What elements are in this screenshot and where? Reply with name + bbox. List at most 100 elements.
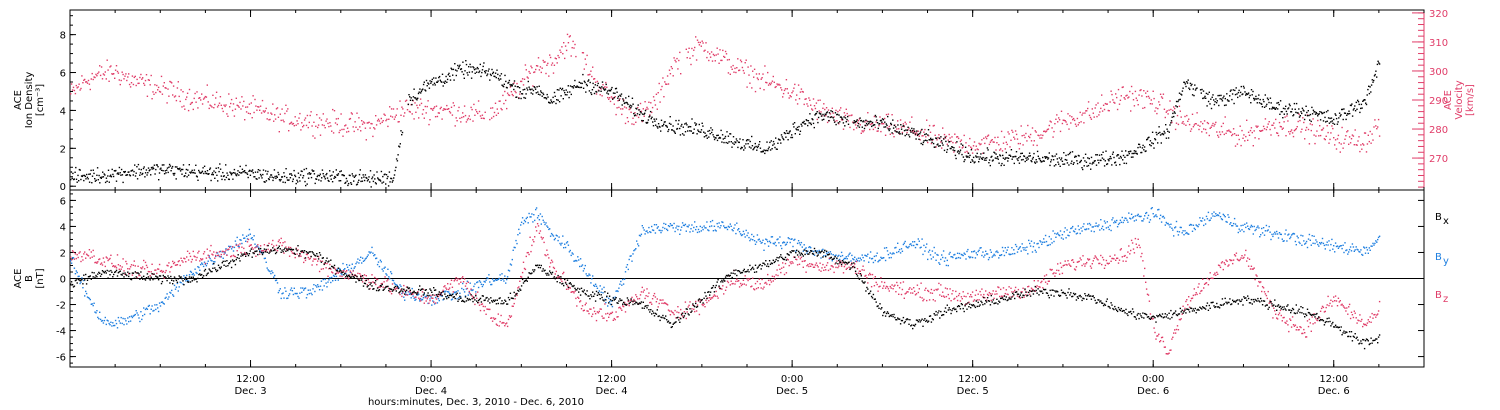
data-point [1284,233,1286,235]
data-point [912,241,914,243]
data-point [1372,139,1374,141]
data-point [510,264,513,266]
data-point [207,260,209,262]
data-point [1185,124,1187,126]
data-point [231,246,234,248]
data-point [1347,130,1349,132]
data-point [606,296,608,298]
data-point [920,142,922,145]
data-point [192,108,194,111]
data-point [1337,134,1340,137]
data-point [894,247,896,249]
data-point [356,112,358,114]
data-point [519,93,521,95]
data-point [859,257,861,259]
data-point [1078,155,1080,157]
data-point [129,86,132,88]
data-point [414,97,416,99]
data-point [512,249,514,251]
data-point [1272,107,1274,109]
data-point [1056,158,1058,160]
data-point [610,300,613,302]
data-point [798,125,800,128]
data-point [240,251,242,254]
data-point [333,267,336,269]
data-point [256,178,258,180]
data-point [219,96,222,98]
data-point [1297,237,1299,239]
data-point [1173,111,1176,113]
data-point [760,78,762,80]
data-point [709,133,711,135]
data-point [1043,238,1045,240]
data-point [975,145,977,147]
data-point [277,291,280,294]
data-point [1124,156,1126,158]
data-point [143,259,145,262]
data-point [1069,115,1071,117]
data-point [811,118,813,120]
data-point [133,260,135,262]
data-point [341,174,343,176]
data-point [1112,99,1114,101]
data-point [265,180,268,182]
data-point [275,244,278,247]
data-point [662,77,664,79]
data-point [568,36,571,38]
data-point [110,321,112,323]
data-point [764,152,766,155]
data-point [516,242,518,245]
data-point [1259,98,1261,101]
data-point [205,96,208,98]
data-point [665,124,667,127]
data-point [790,136,792,139]
data-point [220,104,222,106]
data-point [237,105,239,107]
data-point [1295,244,1297,246]
data-point [837,110,839,113]
data-point [977,250,979,253]
y-axis-title-line: [nT] [35,268,46,288]
data-point [807,124,809,127]
data-point [758,143,760,146]
data-point [532,89,535,92]
data-point [385,273,387,275]
data-point [1372,242,1374,245]
data-point [686,225,688,228]
data-point [557,239,559,242]
data-point [1367,252,1369,254]
data-point [1274,108,1277,110]
data-point [583,68,585,70]
data-point [977,148,979,151]
data-point [854,260,857,262]
data-point [832,117,834,119]
data-point [607,305,609,307]
data-point [302,126,304,128]
data-point [274,248,276,250]
data-point [141,267,143,270]
data-point [81,75,83,77]
data-point [834,120,836,123]
data-point [551,234,554,236]
data-point [876,119,878,121]
data-point [124,170,126,173]
data-point [221,250,223,253]
data-point [1166,110,1168,112]
data-point [419,88,421,90]
data-point [1147,95,1150,98]
data-point [927,135,930,137]
data-point [1193,94,1195,97]
data-point [865,122,868,125]
data-point [402,108,404,110]
data-point [346,180,348,182]
data-point [431,304,433,306]
data-point [1226,93,1228,95]
data-point [1132,156,1134,158]
data-point [917,130,919,132]
data-point [505,282,507,284]
data-point [94,311,96,313]
data-point [190,172,192,174]
data-point [719,227,721,229]
data-point [539,94,541,96]
data-point [217,167,220,169]
